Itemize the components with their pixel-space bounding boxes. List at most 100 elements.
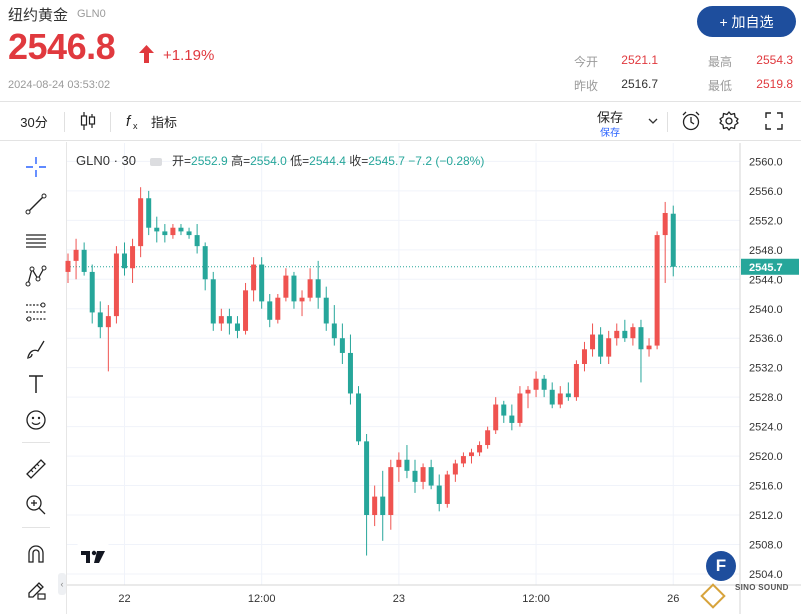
candle — [210, 271, 216, 331]
candle — [251, 257, 257, 302]
collapse-tools-handle[interactable]: ‹ — [58, 573, 66, 595]
candle-body — [380, 496, 386, 516]
candle — [590, 323, 596, 357]
trendline-icon[interactable] — [20, 188, 52, 220]
candle-body — [89, 271, 95, 313]
candle-body — [73, 249, 79, 261]
candle-body — [436, 485, 442, 504]
candle — [420, 463, 426, 490]
interval-button[interactable]: 30分 — [20, 114, 48, 130]
candle-body — [259, 264, 265, 302]
candle-body — [364, 441, 370, 516]
fullscreen-icon[interactable] — [759, 102, 789, 140]
candle-body — [356, 393, 362, 442]
legend-symbol[interactable]: GLN0 · 30 — [76, 153, 136, 168]
low-label: 最低 — [708, 79, 733, 93]
candle-body — [509, 415, 515, 423]
candle — [226, 308, 232, 335]
arrow-up-icon — [139, 45, 154, 63]
candle-body — [598, 334, 604, 357]
ruler-icon[interactable] — [20, 453, 52, 485]
horizontal-lines-icon[interactable] — [20, 225, 52, 257]
candle — [113, 246, 119, 324]
candle-body — [234, 323, 240, 331]
candle-body — [299, 297, 305, 302]
candle-body — [670, 213, 676, 267]
indicators-button[interactable]: 指标 — [150, 114, 177, 130]
candle-body — [170, 227, 176, 236]
eye-icon[interactable] — [149, 157, 162, 166]
candle-body — [347, 352, 353, 394]
crosshair-icon[interactable] — [20, 151, 52, 183]
text-icon[interactable] — [20, 368, 52, 400]
candles-icon[interactable] — [74, 102, 102, 140]
candle-body — [581, 349, 587, 364]
candle-body — [97, 312, 103, 328]
candle — [364, 433, 370, 556]
x-tick-label: 12:00 — [248, 593, 276, 605]
candle-body — [444, 474, 450, 504]
quote-timestamp: 2024-08-24 03:53:02 — [8, 79, 111, 91]
candle — [121, 242, 127, 276]
chart-legend: GLN0 · 30 开=2552.9 高=2554.0 低=2544.4 收=25… — [76, 153, 485, 168]
candle-body — [388, 467, 394, 516]
zoom-in-icon[interactable] — [20, 489, 52, 521]
candle — [541, 375, 547, 398]
add-watchlist-button[interactable]: + 加自选 — [697, 6, 796, 37]
candle — [267, 294, 273, 328]
pattern-icon[interactable] — [20, 260, 52, 292]
save-button[interactable]: 保存 — [597, 110, 624, 125]
svg-text:f: f — [126, 113, 132, 130]
candle — [178, 224, 184, 236]
x-tick-label: 12:00 — [522, 593, 550, 605]
candle — [323, 286, 329, 331]
y-tick-label: 2548.0 — [749, 245, 783, 257]
high-label: 最高 — [708, 55, 733, 69]
candle — [412, 459, 418, 493]
function-icon[interactable]: f x — [122, 102, 146, 140]
candle — [477, 441, 483, 457]
emoji-icon[interactable] — [20, 404, 52, 436]
candle-body — [81, 249, 87, 272]
candle — [372, 485, 378, 527]
candle-body — [146, 198, 152, 228]
candle — [162, 224, 168, 243]
candle — [65, 253, 71, 283]
high-value: 2554.3 — [756, 53, 793, 67]
candle — [388, 459, 394, 530]
alert-icon[interactable] — [676, 102, 706, 140]
candle-body — [307, 279, 313, 298]
change-percent: +1.19% — [163, 47, 215, 64]
settings-icon[interactable] — [714, 102, 744, 140]
x-tick-label: 22 — [118, 593, 130, 605]
tradingview-logo[interactable] — [76, 543, 110, 569]
last-price: 2546.8 — [8, 26, 116, 67]
candle-body — [323, 297, 329, 324]
chevron-down-icon[interactable] — [644, 102, 662, 140]
lock-pencil-icon[interactable] — [20, 574, 52, 606]
candle — [517, 386, 523, 427]
candle — [614, 323, 620, 346]
candle — [452, 459, 458, 482]
brush-icon[interactable] — [20, 333, 52, 365]
fibonacci-icon[interactable] — [20, 296, 52, 328]
candle — [460, 452, 466, 468]
candle-body — [404, 459, 410, 471]
chart-axes: 2504.0 2508.0 2512.0 2516.0 2520.0 2524.0 2528… — [67, 143, 801, 614]
candle-body — [218, 316, 224, 324]
candle — [646, 338, 652, 357]
candle-body — [590, 334, 596, 350]
y-tick-label: 2520.0 — [749, 451, 783, 463]
candle-body — [517, 393, 523, 423]
candle-body — [654, 235, 660, 346]
candle-body — [622, 330, 628, 339]
y-tick-label: 2512.0 — [749, 510, 783, 522]
candles — [65, 187, 676, 556]
magnet-icon[interactable] — [20, 538, 52, 570]
candle — [493, 397, 499, 434]
candle-body — [283, 275, 289, 298]
y-tick-label: 2536.0 — [749, 333, 783, 345]
save-sub-label: 保存 — [600, 128, 620, 139]
candle-body — [105, 316, 111, 328]
